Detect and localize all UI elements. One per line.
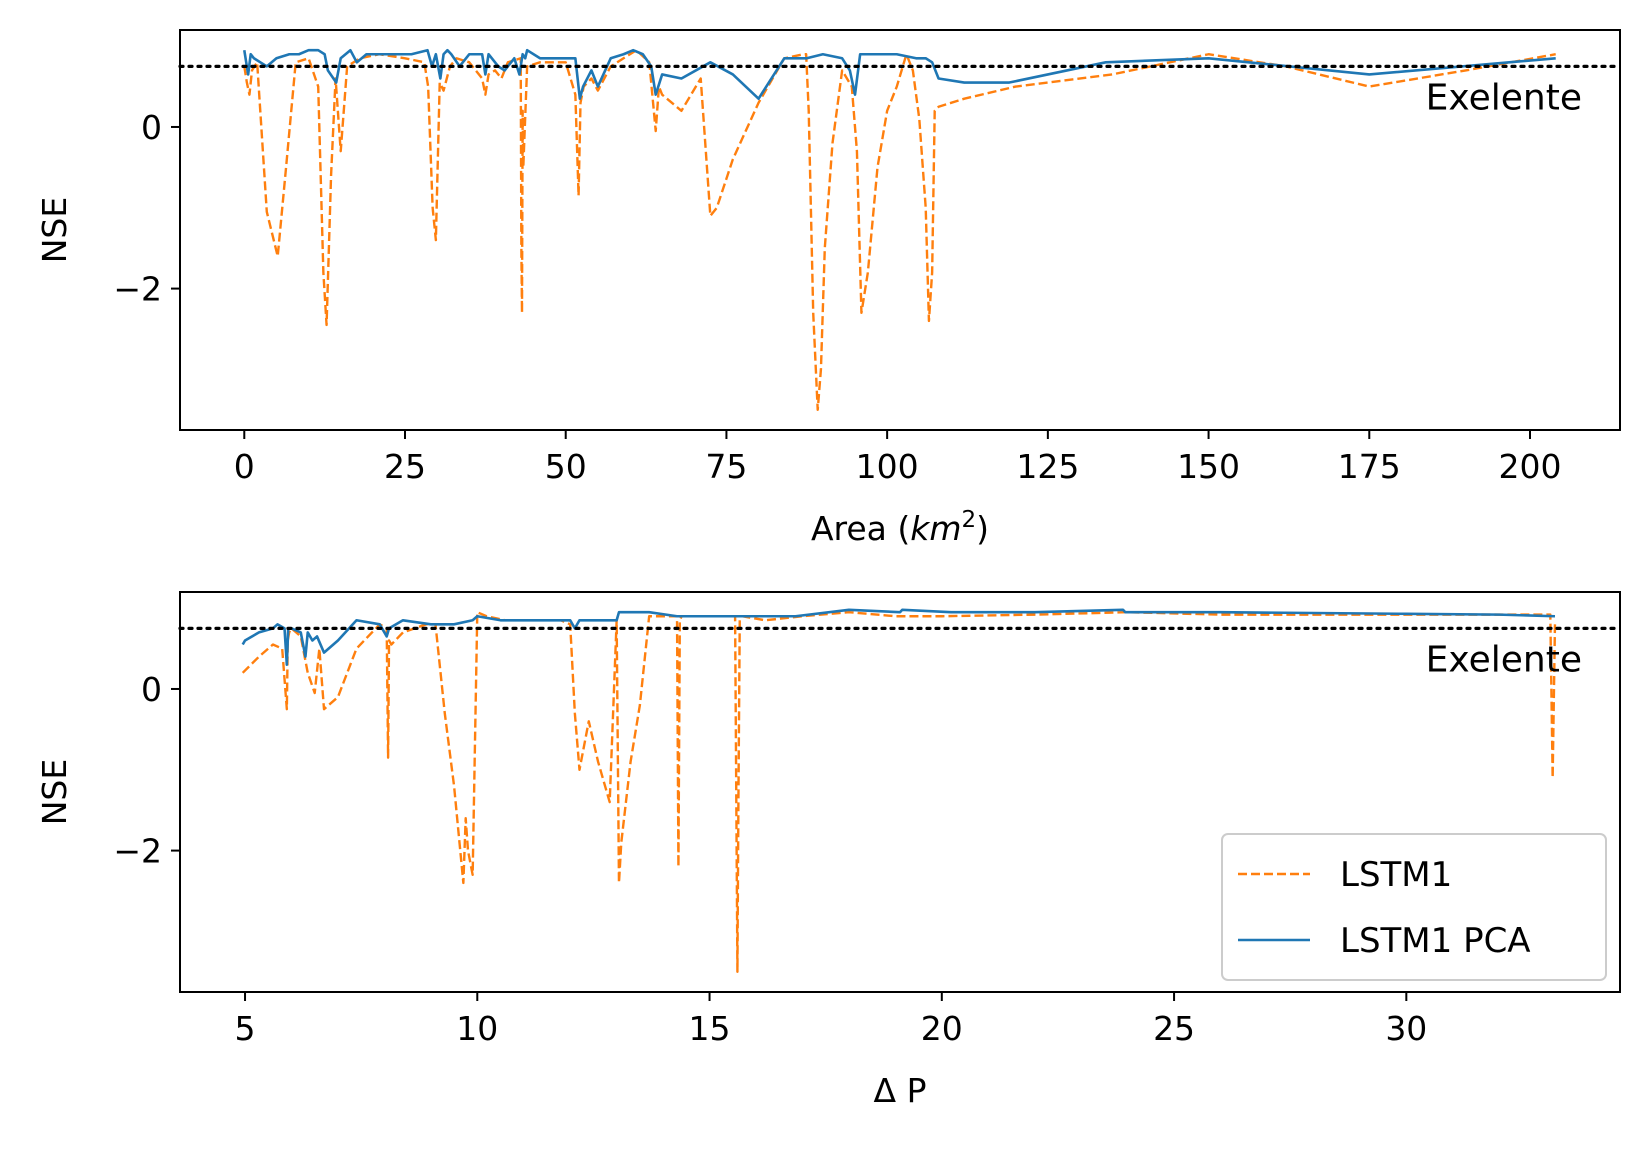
chart-panel-1: Exelente 0 25 50 75 100 125 150 175 200 0 −2 Area (k… (35, 29, 1622, 548)
x-tick-label: 200 (1499, 447, 1562, 486)
x-tick-label: 20 (921, 1009, 963, 1048)
series-line-lstm1 (243, 49, 1556, 411)
series-line-lstm1 (241, 611, 1557, 973)
legend-label: LSTM1 (1340, 855, 1452, 895)
series-line-lstm1-pca (241, 608, 1556, 667)
x-axis-label: Area (km2) (811, 507, 989, 548)
x-tick-label: 25 (1153, 1009, 1195, 1048)
x-tick-label: 10 (456, 1009, 498, 1048)
x-axis-label: Δ P (874, 1071, 927, 1110)
chart-panel-2: Exelente 5 10 15 20 25 30 0 −2 Δ P NSE LSTM1 LSTM1 P… (35, 591, 1622, 1110)
axes-frame (179, 29, 1621, 431)
y-tick-label: 0 (141, 670, 162, 709)
y-tick-label: −2 (113, 270, 162, 309)
x-tick-label: 25 (384, 447, 426, 486)
y-axis-label: NSE (35, 197, 74, 263)
x-tick-label: 50 (545, 447, 587, 486)
series-line-lstm1-pca (243, 48, 1556, 100)
x-tick-label: 125 (1016, 447, 1079, 486)
x-tick-label: 100 (856, 447, 919, 486)
x-tick-label: 30 (1385, 1009, 1427, 1048)
threshold-annotation: Exelente (1426, 639, 1582, 680)
x-tick-label: 150 (1177, 447, 1240, 486)
x-tick-label: 15 (689, 1009, 731, 1048)
y-tick-label: 0 (141, 108, 162, 147)
legend-box (1221, 833, 1607, 981)
y-tick-label: −2 (113, 832, 162, 871)
x-tick-label: 0 (234, 447, 255, 486)
y-axis-label: NSE (35, 759, 74, 825)
x-tick-label: 175 (1338, 447, 1401, 486)
axes-frame (179, 591, 1621, 993)
threshold-annotation: Exelente (1426, 77, 1582, 118)
x-tick-label: 75 (705, 447, 747, 486)
legend: LSTM1 LSTM1 PCA (1221, 833, 1607, 981)
x-tick-label: 5 (235, 1009, 256, 1048)
legend-label: LSTM1 PCA (1340, 921, 1531, 961)
